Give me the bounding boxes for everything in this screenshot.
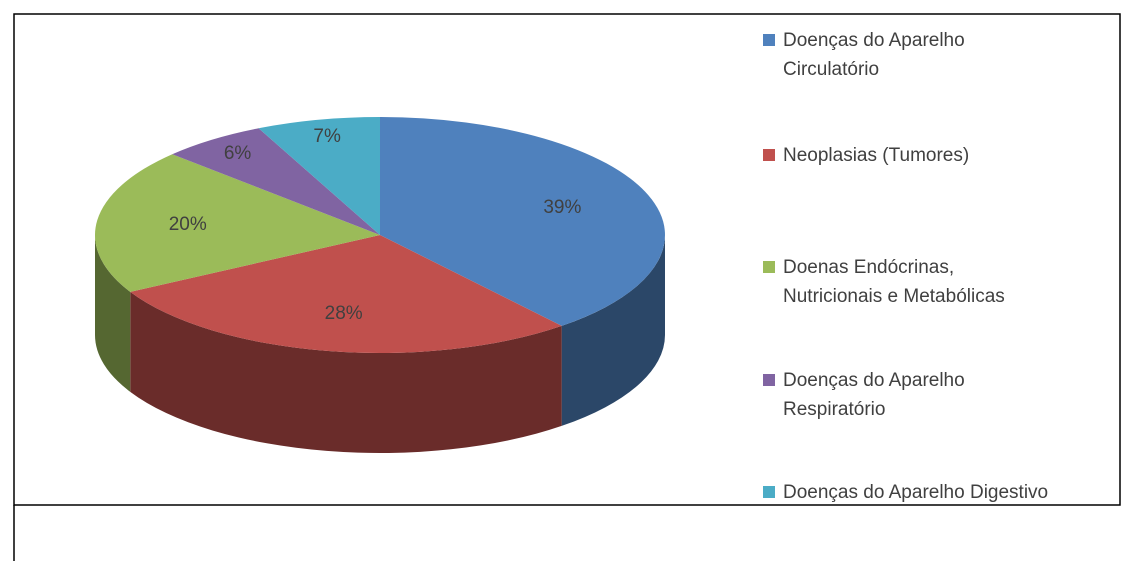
data-label: 39% xyxy=(543,197,581,218)
data-label: 6% xyxy=(224,143,252,164)
legend-item: Doenas Endócrinas, Nutricionais e Metabó… xyxy=(763,253,1053,311)
slice xyxy=(94,154,380,292)
legend-label: Doenças do Aparelho Digestivo xyxy=(783,482,1049,503)
slice xyxy=(172,128,380,235)
legend-label: Doenas Endócrinas, Nutricionais e Metabó… xyxy=(783,257,1005,307)
legend-label: Doenças do Aparelho Respiratório xyxy=(783,370,965,420)
legend-swatch xyxy=(763,149,775,161)
legend-swatch xyxy=(763,261,775,273)
frame xyxy=(13,13,1121,506)
legend-item: Doenças do Aparelho Circulatório xyxy=(763,26,1023,84)
slice-side xyxy=(561,235,665,426)
data-label: 20% xyxy=(169,214,207,235)
slice xyxy=(380,117,665,326)
slice-side xyxy=(130,291,562,453)
slice xyxy=(258,117,380,235)
slice-side xyxy=(95,235,131,392)
slice xyxy=(130,235,562,353)
data-label: 7% xyxy=(313,126,341,147)
legend-label: Neoplasias (Tumores) xyxy=(783,145,970,166)
legend-swatch xyxy=(763,34,775,46)
legend-swatch xyxy=(763,486,775,498)
legend-label: Doenças do Aparelho Circulatório xyxy=(783,30,965,80)
legend-item: Doenças do Aparelho Respiratório xyxy=(763,366,1023,424)
legend-item: Doenças do Aparelho Digestivo xyxy=(763,478,1135,507)
data-label: 28% xyxy=(325,303,363,324)
legend-swatch xyxy=(763,374,775,386)
legend-item: Neoplasias (Tumores) xyxy=(763,141,1123,170)
